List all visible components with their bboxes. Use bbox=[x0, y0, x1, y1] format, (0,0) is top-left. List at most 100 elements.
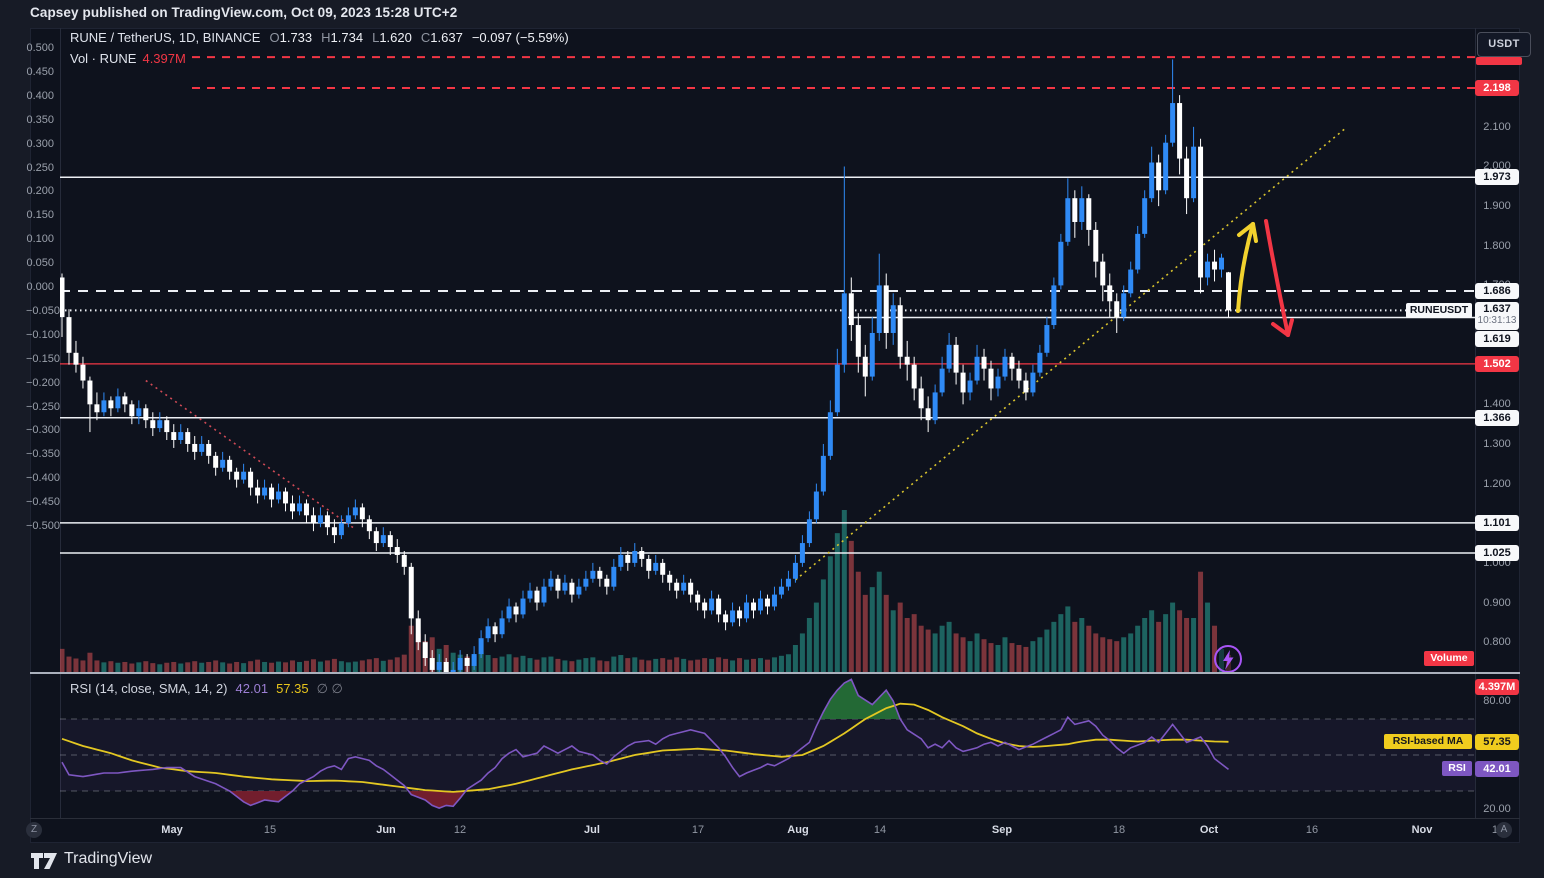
rsi-legend-title: RSI (14, close, SMA, 14, 2) bbox=[70, 681, 228, 696]
rsi-legend[interactable]: RSI (14, close, SMA, 14, 2) 42.01 57.35 ∅ ∅ bbox=[70, 681, 343, 697]
right-price-scale[interactable]: 2.1002.0001.9001.8001.7001.4001.3001.200… bbox=[1475, 28, 1522, 818]
volume-legend-label: Vol · RUNE bbox=[70, 51, 137, 66]
rsi-overbought-fill bbox=[819, 679, 901, 719]
rsi-axis-tick: 20.00 bbox=[1483, 803, 1511, 815]
right-axis-tick: 0.800 bbox=[1483, 636, 1511, 649]
drawn-arrows[interactable] bbox=[1236, 219, 1294, 337]
ohlc-key: O bbox=[269, 30, 280, 45]
autoscale-badge[interactable]: A bbox=[1496, 822, 1512, 838]
rsi-ma-line bbox=[61, 702, 1229, 793]
time-axis-tick: Jul bbox=[584, 824, 600, 836]
rsi-line bbox=[61, 678, 1229, 809]
ohlc-key: H bbox=[321, 30, 331, 45]
rsi-ma-legend-value: 57.35 bbox=[276, 681, 309, 696]
left-axis-tick: 0.250 bbox=[26, 161, 54, 174]
price-levels[interactable] bbox=[60, 56, 1475, 554]
tradingview-logo-icon[interactable] bbox=[30, 851, 58, 871]
volume-indicator-label[interactable]: Volume bbox=[1424, 651, 1474, 666]
time-axis-tick: 16 bbox=[1305, 824, 1319, 836]
rsi-pane-canvas[interactable] bbox=[60, 673, 1475, 818]
time-axis-tick: 17 bbox=[691, 824, 705, 836]
left-axis-tick: 0.100 bbox=[26, 233, 54, 246]
price-label-chip[interactable]: 2.198 bbox=[1475, 80, 1519, 96]
rsi-value-chip[interactable]: 57.35 bbox=[1475, 733, 1519, 750]
current-price-label[interactable]: 1.637 10:31:13 bbox=[1475, 302, 1519, 331]
rsi-legend-extra-icons: ∅ ∅ bbox=[316, 681, 343, 696]
left-axis-tick: 0.200 bbox=[26, 185, 54, 198]
price-label-chip[interactable]: 1.366 bbox=[1475, 409, 1519, 426]
flash-icon[interactable] bbox=[1214, 645, 1242, 673]
price-label-chip[interactable]: 1.686 bbox=[1475, 282, 1519, 299]
price-label-chip[interactable]: 4.397M bbox=[1475, 679, 1519, 695]
time-axis-tick: Oct bbox=[1199, 824, 1219, 836]
partial-price-label bbox=[1476, 57, 1522, 65]
left-axis-tick: 0.350 bbox=[26, 113, 54, 126]
bar-countdown: 10:31:13 bbox=[1477, 315, 1517, 327]
rsi-legend-value: 42.01 bbox=[235, 681, 269, 696]
ohlc-value: 1.637 bbox=[430, 30, 463, 45]
time-axis-tick: Aug bbox=[787, 824, 809, 836]
ohlc-value: 1.734 bbox=[330, 30, 364, 45]
ohlc-key: L bbox=[372, 30, 380, 45]
left-axis-tick: 0.150 bbox=[26, 209, 54, 222]
right-axis-tick: 1.200 bbox=[1483, 477, 1511, 490]
left-axis-tick: 0.450 bbox=[26, 65, 54, 78]
right-axis-tick: 1.800 bbox=[1483, 239, 1511, 252]
time-axis-tick: Nov bbox=[1411, 824, 1433, 836]
left-price-scale[interactable]: 0.500 0.450 0.400 0.350 0.300 0.250 0.200 0.150… bbox=[26, 28, 60, 672]
volume-legend[interactable]: Vol · RUNE 4.397M bbox=[70, 51, 186, 66]
left-axis-tick: 0.050 bbox=[26, 257, 54, 270]
time-axis-tick: 14 bbox=[873, 824, 887, 836]
symbol-title: RUNE / TetherUS, 1D, BINANCE bbox=[70, 30, 261, 45]
left-axis-tick: 0.000 bbox=[26, 281, 54, 293]
trendlines[interactable] bbox=[145, 126, 1348, 581]
right-axis-tick: 1.900 bbox=[1483, 200, 1511, 213]
pane-separator[interactable] bbox=[30, 672, 1520, 674]
left-axis-tick: 0.300 bbox=[26, 137, 54, 150]
time-axis-tick: 12 bbox=[453, 824, 467, 836]
price-label-chip[interactable]: 1.101 bbox=[1475, 514, 1519, 531]
price-label-chip[interactable]: 1.619 bbox=[1475, 330, 1519, 347]
currency-toggle-button[interactable]: USDT bbox=[1477, 32, 1531, 57]
symbol-legend[interactable]: RUNE / TetherUS, 1D, BINANCE O1.733 H1.734… bbox=[70, 30, 569, 45]
change-value: −0.097 (−5.59%) bbox=[471, 30, 569, 45]
left-scale-separator bbox=[60, 28, 61, 818]
right-axis-tick: 0.900 bbox=[1483, 596, 1511, 609]
time-axis-tick: Jun bbox=[376, 824, 396, 836]
left-axis-tick: 0.400 bbox=[26, 89, 54, 102]
volume-legend-value: 4.397M bbox=[142, 51, 186, 66]
current-price-value: 1.637 bbox=[1483, 303, 1511, 316]
time-axis-tick: Sep bbox=[991, 824, 1013, 836]
tradingview-wordmark[interactable]: TradingView bbox=[64, 850, 153, 867]
ohlc-value: 1.620 bbox=[379, 30, 412, 45]
timezone-badge[interactable]: Z bbox=[26, 822, 42, 838]
left-axis-tick: −0.100 bbox=[26, 328, 60, 341]
left-axis-tick: −0.250 bbox=[26, 400, 60, 413]
left-axis-tick: 0.500 bbox=[26, 42, 54, 54]
price-label-chip[interactable]: 1.973 bbox=[1475, 169, 1519, 186]
rsi-ma-indicator-label[interactable]: RSI-based MA bbox=[1384, 734, 1472, 749]
time-scale-separator bbox=[30, 818, 1520, 819]
right-axis-tick: 2.100 bbox=[1483, 120, 1511, 133]
ohlc-key: C bbox=[420, 30, 431, 45]
left-axis-tick: −0.400 bbox=[26, 472, 60, 485]
left-axis-tick: −0.150 bbox=[26, 352, 60, 365]
left-axis-tick: −0.050 bbox=[26, 304, 60, 317]
candles bbox=[60, 59, 1231, 673]
main-chart-canvas[interactable] bbox=[60, 28, 1475, 673]
symbol-price-line-label[interactable]: RUNEUSDT bbox=[1406, 303, 1472, 318]
price-label-chip[interactable]: 1.502 bbox=[1475, 355, 1519, 372]
rsi-axis-tick: 80.00 bbox=[1483, 695, 1511, 707]
ohlc-value: 1.733 bbox=[279, 30, 313, 45]
rsi-indicator-label[interactable]: RSI bbox=[1442, 761, 1472, 776]
price-label-chip[interactable]: 1.025 bbox=[1475, 544, 1519, 561]
time-axis-tick: 18 bbox=[1112, 824, 1126, 836]
rsi-value-chip[interactable]: 42.01 bbox=[1475, 761, 1519, 778]
left-axis-tick: −0.300 bbox=[26, 424, 60, 437]
left-axis-tick: −0.200 bbox=[26, 376, 60, 389]
time-scale[interactable]: May15Jun12Jul17Aug14Sep18Oct16Nov13 bbox=[30, 818, 1520, 843]
chart-widget bbox=[30, 28, 1520, 843]
volume-bars bbox=[60, 510, 1231, 672]
right-axis-tick: 1.300 bbox=[1483, 437, 1511, 450]
published-bar: Capsey published on TradingView.com, Oct… bbox=[30, 5, 458, 20]
